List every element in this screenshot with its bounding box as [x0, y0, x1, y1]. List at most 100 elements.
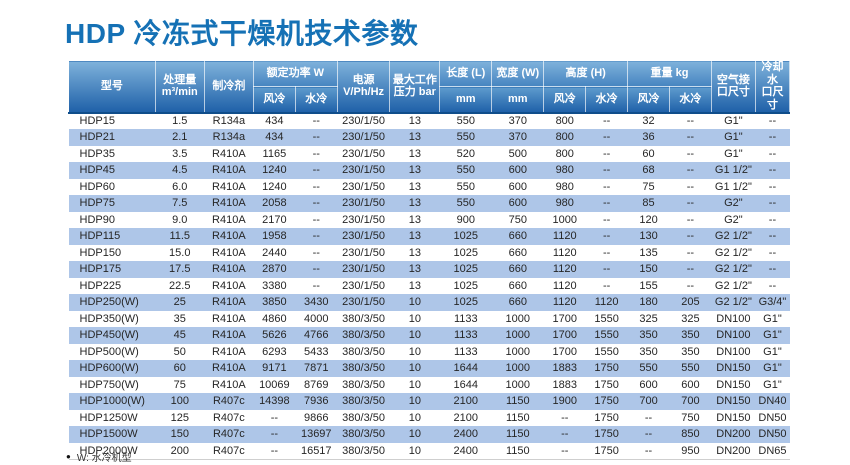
value-cell: R410A: [212, 263, 246, 276]
value-cell: 10: [408, 428, 421, 441]
value-cell: --: [543, 442, 586, 460]
table-row: HDP21 2.1 R134a 434 -- 230/1/50 13 550 370 800 -- 3…: [68, 129, 790, 146]
value-cell: 7871: [304, 362, 329, 375]
value-cell: 4766: [304, 329, 329, 342]
header-refrigerant: 制冷剂: [203, 59, 254, 114]
header-weight-water: 水冷: [668, 86, 712, 114]
value-cell: --: [312, 197, 320, 210]
table-row: HDP1000(W) 100 R407c 14398 7936 380/3/50 10 210…: [68, 393, 790, 410]
value-cell: 1000: [505, 345, 531, 358]
value-cell: 1025: [453, 279, 479, 292]
header-supply-line1: 电源: [352, 73, 375, 86]
value-cell: --: [561, 411, 569, 424]
value-cell: 550: [456, 115, 475, 128]
value-cell: 120: [639, 213, 658, 226]
value-cell: --: [602, 164, 611, 177]
value-cell: 700: [639, 395, 658, 408]
value-cell: 1700: [552, 329, 577, 342]
value-cell: 13: [408, 279, 421, 292]
table-row: HDP45 4.5 R410A 1240 -- 230/1/50 13 550 600 980 --…: [68, 162, 790, 179]
value-cell: 1120: [552, 279, 577, 292]
value-cell: 150: [170, 428, 189, 441]
model-cell: HDP150: [79, 246, 122, 259]
value-cell: --: [602, 147, 611, 160]
value-cell: 230/1/50: [342, 279, 385, 292]
value-cell: 1000: [552, 213, 577, 226]
value-cell: 1025: [453, 263, 479, 276]
value-cell: 600: [639, 378, 658, 391]
value-cell: 10: [408, 395, 421, 408]
value-cell: 10: [408, 411, 421, 424]
value-cell: 1133: [453, 345, 478, 358]
value-cell: G1": [763, 312, 782, 325]
model-cell: HDP21: [79, 131, 115, 144]
value-cell: 7936: [304, 395, 329, 408]
value-cell: 380/3/50: [342, 362, 385, 375]
value-cell: --: [270, 428, 279, 441]
value-cell: 230/1/50: [342, 131, 385, 144]
value-cell: 9866: [304, 411, 329, 424]
value-cell: R410A: [212, 180, 246, 193]
header-weight-group: 重量 kg: [627, 59, 712, 88]
value-cell: 350: [681, 329, 700, 342]
value-cell: 9171: [262, 362, 287, 375]
header-pressure-line2: 压力 bar: [393, 86, 436, 99]
value-cell: 1750: [594, 428, 619, 441]
value-cell: --: [768, 197, 777, 210]
spec-table: 型号 处理量 m³/min 制冷剂 额定功率 W 电源 V/Ph/Hz 最大工作…: [68, 59, 791, 460]
value-cell: --: [312, 279, 320, 292]
value-cell: 1644: [453, 378, 479, 391]
value-cell: 100: [170, 395, 189, 408]
value-cell: DN150: [716, 395, 751, 408]
value-cell: --: [312, 147, 320, 160]
value-cell: 13: [408, 263, 421, 276]
model-cell: HDP450(W): [79, 329, 139, 342]
value-cell: 10: [408, 329, 421, 342]
value-cell: G2 1/2": [714, 230, 752, 243]
value-cell: 45: [173, 329, 186, 342]
table-row: HDP115 11.5 R410A 1958 -- 230/1/50 13 1025 660 11…: [68, 228, 790, 245]
value-cell: 1120: [552, 263, 577, 276]
value-cell: 980: [555, 197, 574, 210]
value-cell: --: [312, 230, 320, 243]
value-cell: 32: [642, 115, 655, 128]
header-supply-line2: V/Ph/Hz: [343, 86, 385, 99]
value-cell: G1": [724, 147, 743, 160]
header-power-air: 风冷: [252, 86, 296, 114]
value-cell: 550: [456, 164, 475, 177]
value-cell: G1": [763, 345, 782, 358]
value-cell: --: [602, 197, 611, 210]
value-cell: 600: [508, 197, 527, 210]
value-cell: G2 1/2": [714, 279, 752, 292]
header-width-unit: mm: [491, 86, 545, 114]
value-cell: --: [312, 164, 320, 177]
value-cell: 10: [408, 378, 421, 391]
value-cell: --: [602, 246, 611, 259]
value-cell: 380/3/50: [342, 378, 385, 391]
value-cell: 1150: [505, 395, 530, 408]
value-cell: 434: [265, 131, 284, 144]
value-cell: 750: [508, 213, 527, 226]
value-cell: R407c: [212, 395, 245, 408]
value-cell: 6293: [262, 345, 287, 358]
value-cell: 35: [173, 312, 186, 325]
value-cell: 350: [639, 345, 658, 358]
value-cell: 380/3/50: [342, 395, 385, 408]
value-cell: 980: [555, 180, 574, 193]
footnote: ● W: 水冷机型: [66, 449, 132, 464]
header-height-air: 风冷: [543, 86, 587, 114]
model-cell: HDP90: [79, 213, 115, 226]
value-cell: --: [686, 213, 695, 226]
table-row: HDP750(W) 75 R410A 10069 8769 380/3/50 10 1644 1…: [69, 377, 790, 394]
value-cell: 1644: [453, 362, 479, 375]
model-cell: HDP2000W: [68, 442, 156, 460]
model-cell: HDP600(W): [79, 362, 139, 375]
value-cell: --: [312, 131, 320, 144]
header-capacity-line1: 处理量: [163, 73, 197, 86]
header-model: 型号: [68, 59, 156, 114]
value-cell: R410A: [212, 147, 246, 160]
value-cell: 980: [555, 164, 574, 177]
value-cell: --: [768, 263, 777, 276]
value-cell: 180: [639, 296, 658, 309]
value-cell: --: [644, 411, 653, 424]
